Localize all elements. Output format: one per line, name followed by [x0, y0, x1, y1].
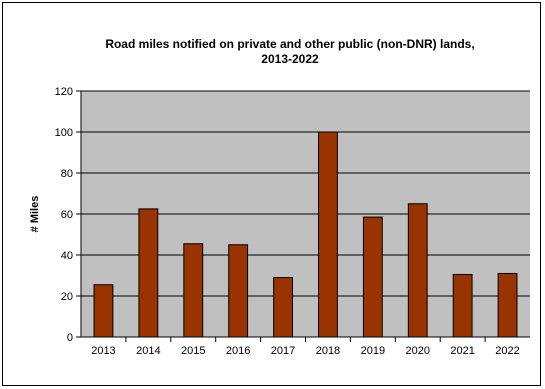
- x-tick-label: 2018: [316, 345, 340, 357]
- bar-2019: [362, 216, 383, 338]
- bar-2018: [318, 131, 338, 338]
- x-tick-label: 2019: [361, 345, 385, 357]
- bar-2020: [407, 203, 428, 338]
- x-tick-label: 2014: [136, 345, 160, 357]
- chart-title-line-1: Road miles notified on private and other…: [105, 37, 475, 51]
- y-tick-label: 0: [67, 332, 73, 344]
- y-tick-label: 40: [61, 250, 73, 262]
- x-tick-label: 2013: [91, 345, 115, 357]
- y-tick-label: 60: [61, 209, 73, 221]
- x-tick-label: 2017: [271, 345, 295, 357]
- bar-2013: [93, 284, 114, 338]
- y-tick-labels: 0 20 40 60 80 100 120: [55, 86, 73, 344]
- x-tick-label: 2020: [406, 345, 430, 357]
- x-tick-label: 2021: [450, 345, 474, 357]
- axes: [76, 90, 530, 342]
- chart-title: Road miles notified on private and other…: [40, 37, 540, 67]
- y-tick-label: 120: [55, 86, 73, 98]
- chart-title-line-2: 2013-2022: [261, 52, 319, 66]
- bar-2021: [452, 273, 473, 338]
- bar-2017: [273, 277, 293, 338]
- bar-2014: [138, 208, 159, 338]
- y-axis-label: # Miles: [29, 196, 41, 233]
- bar-2022: [497, 272, 518, 338]
- x-tick-labels: 2013 2014 2015 2016 2017 2018 2019 2020 2021 2022: [91, 345, 520, 357]
- y-tick-label: 80: [61, 168, 73, 180]
- bar-2015: [183, 243, 204, 338]
- x-tick-label: 2016: [226, 345, 250, 357]
- y-tick-label: 20: [61, 291, 73, 303]
- y-tick-label: 100: [55, 127, 73, 139]
- bar-2016: [228, 244, 249, 338]
- bars: [93, 131, 518, 338]
- x-tick-label: 2015: [181, 345, 205, 357]
- x-tick-label: 2022: [495, 345, 519, 357]
